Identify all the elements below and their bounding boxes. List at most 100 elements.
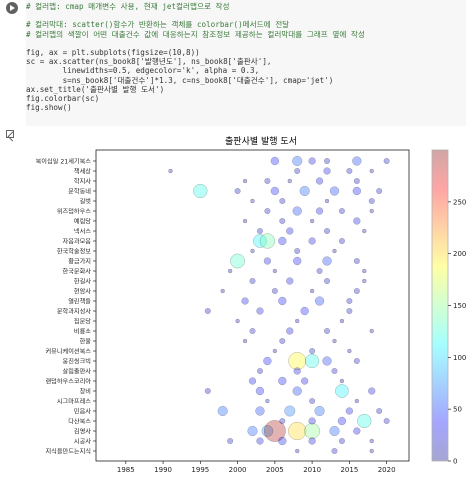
scatter-point — [272, 348, 278, 354]
y-tick-label: 김영사 — [74, 428, 91, 436]
scatter-point — [193, 183, 208, 199]
code-cell[interactable]: # 컬러맵: cmap 매개변수 사용, 현재 jet컬러맵으로 작성 # 컬러막… — [6, 0, 468, 126]
scatter-point — [250, 198, 255, 204]
scatter-point — [248, 377, 257, 385]
scatter-point — [323, 277, 331, 285]
y-tick-label: 한국문화사 — [63, 268, 92, 276]
scatter-point — [369, 168, 374, 174]
scatter-point — [235, 318, 240, 324]
scatter-point — [362, 278, 367, 284]
code-line: ax.set_title('출판사별 발행 도서') — [26, 84, 165, 94]
scatter-point — [314, 405, 325, 417]
scatter-point — [287, 178, 292, 184]
code-line: fig.colorbar(sc) — [26, 93, 100, 103]
scatter-point — [249, 327, 256, 335]
scatter-point — [346, 297, 353, 305]
scatter-point — [256, 227, 264, 235]
scatter-point — [270, 156, 280, 166]
colorbar-tick-label: 0 — [453, 458, 457, 466]
scatter-point — [278, 436, 287, 446]
scatter-point — [292, 206, 302, 216]
y-tick-label: 한울 — [80, 339, 92, 346]
scatter-point — [256, 367, 264, 375]
scatter-point — [331, 367, 338, 375]
scatter-point — [284, 405, 296, 417]
scatter-point — [323, 167, 331, 175]
x-tick-label: 1985 — [117, 466, 135, 474]
scatter-point — [279, 197, 286, 205]
output-toggle-icon[interactable] — [6, 130, 14, 138]
scatter-point — [242, 178, 248, 184]
scatter-point — [323, 327, 331, 335]
code-line: fig, ax = plt.subplots(figsize=(10,8)) — [26, 47, 200, 57]
scatter-point — [250, 248, 255, 254]
scatter-point — [292, 256, 302, 266]
code-line: # 컬러맵: cmap 매개변수 사용, 현재 jet컬러맵으로 작성 — [26, 2, 230, 11]
colorbar-tick-label: 250 — [453, 198, 466, 206]
scatter-point — [322, 256, 332, 266]
scatter-point — [265, 398, 270, 404]
code-line: # 컬러맵의 색깔이 어떤 대출건수 값에 대응하는지 참조정보 제공하는 컬러… — [26, 29, 365, 39]
scatter-point — [323, 227, 331, 235]
scatter-point — [279, 417, 286, 425]
scatter-point — [293, 367, 301, 375]
scatter-point — [227, 437, 234, 445]
scatter-point — [279, 337, 286, 345]
scatter-point — [362, 228, 367, 234]
scatter-point — [332, 338, 337, 344]
code-editor[interactable]: # 컬러맵: cmap 매개변수 사용, 현재 jet컬러맵으로 작성 # 컬러막… — [26, 0, 466, 126]
scatter-point — [352, 186, 362, 196]
scatter-point — [278, 376, 287, 386]
scatter-point — [353, 257, 360, 265]
scatter-point — [347, 348, 352, 354]
y-tick-label: 넥서스 — [74, 228, 91, 236]
scatter-point — [314, 296, 325, 306]
scatter-point — [279, 217, 286, 225]
scatter-point — [338, 207, 345, 215]
scatter-point — [369, 328, 374, 334]
colorbar-tick-label: 100 — [453, 354, 466, 362]
y-tick-label: 황금가지 — [68, 258, 91, 266]
scatter-point — [304, 423, 321, 439]
scatter-point — [353, 217, 361, 225]
y-tick-label: 시그마프레스 — [57, 398, 91, 406]
code-line — [26, 11, 466, 20]
scatter-point — [286, 227, 294, 235]
scatter-point — [338, 437, 345, 445]
scatter-point — [368, 387, 376, 395]
x-tick-label: 1995 — [191, 466, 209, 474]
scatter-point — [278, 236, 287, 246]
y-tick-label: 책세상 — [74, 168, 91, 176]
y-tick-label: 지식을만드는지식 — [45, 448, 91, 456]
scatter-point — [308, 237, 316, 245]
scatter-point — [300, 377, 309, 385]
scatter-point — [368, 197, 375, 205]
scatter-point — [369, 448, 374, 454]
scatter-point — [204, 307, 211, 315]
y-tick-label: 열린책들 — [68, 298, 91, 306]
y-tick-label: 학지사 — [74, 178, 91, 186]
scatter-point — [339, 378, 345, 384]
scatter-point — [308, 417, 316, 425]
scatter-point — [376, 187, 383, 195]
scatter-point — [353, 357, 360, 365]
y-tick-label: 비룡소 — [74, 328, 91, 336]
scatter-point — [241, 297, 249, 305]
scatter-point — [294, 318, 300, 324]
scatter-point — [376, 407, 383, 415]
scatter-point — [256, 307, 264, 315]
scatter-point — [323, 157, 331, 165]
scatter-point — [338, 237, 345, 245]
scatter-point — [249, 277, 256, 285]
plot-area — [95, 149, 410, 462]
scatter-point — [234, 187, 241, 195]
scatter-point — [353, 287, 360, 295]
scatter-point — [278, 296, 287, 306]
chart-title: 출판사별 발행 도서 — [225, 135, 297, 147]
scatter-point — [256, 437, 264, 445]
scatter-point — [332, 248, 337, 254]
scatter-point — [242, 338, 248, 344]
scatter-point — [204, 387, 211, 395]
scatter-point — [294, 247, 301, 255]
run-cell-icon[interactable] — [6, 2, 18, 14]
